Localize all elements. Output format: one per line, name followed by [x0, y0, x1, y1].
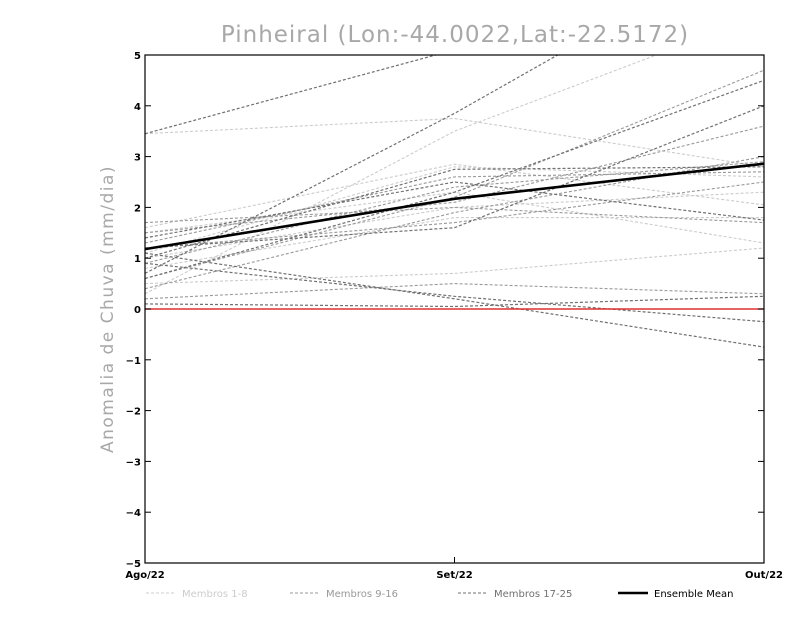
y-tick-label: −1 — [126, 356, 141, 367]
y-tick-label: −2 — [126, 407, 141, 418]
chart-title: Pinheiral (Lon:-44.0022,Lat:-22.5172) — [221, 22, 689, 48]
y-tick-label: −3 — [126, 457, 141, 468]
member-line-17-25-24 — [145, 181, 764, 239]
member-line-1-8-3 — [145, 217, 764, 269]
member-line-1-8-7 — [145, 191, 764, 259]
y-tick-label: −4 — [126, 508, 141, 519]
member-line-1-8-1 — [145, 247, 764, 285]
x-axis-ticks: Ago/22 Set/22 Out/22 — [125, 557, 783, 581]
member-line-17-25-22 — [145, 79, 764, 280]
legend-label: Membros 1-8 — [182, 589, 248, 600]
y-axis-label: Anomalia de Chuva (mm/dia) — [98, 165, 118, 453]
member-line-9-16-14 — [145, 156, 764, 290]
member-line-1-8-6 — [145, 163, 764, 229]
y-tick-label: 1 — [134, 254, 141, 265]
member-line-9-16-13 — [145, 206, 764, 224]
y-tick-label: 5 — [134, 51, 141, 62]
y-tick-label: 3 — [134, 153, 141, 164]
legend-label: Membros 9-16 — [326, 589, 398, 600]
ensemble-mean-line — [144, 162, 765, 251]
x-tick-label: Set/22 — [436, 570, 472, 581]
y-tick-label: −5 — [126, 559, 141, 570]
member-line-9-16-10 — [145, 283, 764, 300]
member-line-17-25-23 — [145, 105, 764, 249]
ensemble-mean-group — [144, 162, 765, 251]
member-line-17-25-18 — [145, 252, 764, 348]
member-line-17-25-19 — [145, 262, 764, 323]
member-line-17-25-20 — [145, 295, 764, 308]
member-line-17-25-16 — [145, 55, 438, 135]
member-line-9-16-9 — [145, 181, 764, 249]
member-line-17-25-21 — [145, 166, 764, 259]
legend-label: Membros 17-25 — [494, 589, 572, 600]
y-axis-ticks: −5 −4 −3 −2 −1 0 1 2 3 4 5 — [126, 51, 764, 570]
y-tick-label: 4 — [134, 102, 141, 113]
member-line-9-16-8 — [145, 69, 764, 280]
y-tick-label: 2 — [134, 203, 141, 214]
legend: Membros 1-8 Membros 9-16 Membros 17-25 Ense… — [146, 589, 733, 600]
legend-label: Ensemble Mean — [654, 589, 733, 600]
member-line-17-25-17 — [145, 55, 559, 274]
y-tick-label: 0 — [134, 305, 141, 316]
member-line-1-8-4 — [145, 55, 658, 295]
member-line-9-16-12 — [145, 161, 764, 264]
member-line-9-16-11 — [145, 125, 764, 234]
x-tick-label: Ago/22 — [125, 570, 164, 581]
member-line-9-16-15 — [145, 171, 764, 244]
x-tick-label: Out/22 — [745, 570, 783, 581]
series-lines — [145, 55, 764, 348]
